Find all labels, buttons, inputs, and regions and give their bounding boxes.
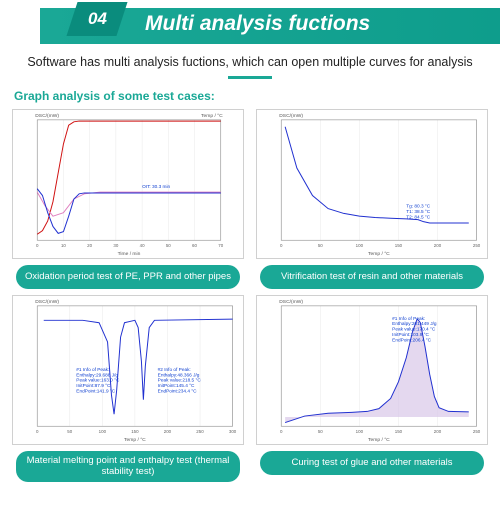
svg-text:EndPoint:234.4 °C: EndPoint:234.4 °C [158, 388, 197, 394]
svg-text:OIT: 30.3 min: OIT: 30.3 min [142, 184, 170, 190]
chart-cell-2: 0 50 100 150 200 250 DSC/(mW) Temp / °C Tg: 80.3… [256, 109, 488, 289]
svg-text:InitPoint:103.9 °C: InitPoint:103.9 °C [392, 332, 429, 338]
svg-text:150: 150 [395, 429, 403, 434]
svg-text:250: 250 [196, 429, 204, 434]
chart-curing: 0 50 100 150 200 250 DSC/(mW) Temp / °C #1 Info … [256, 295, 488, 445]
svg-text:Peak value:163.0 °C: Peak value:163.0 °C [76, 377, 120, 383]
section-subtitle: Software has multi analysis fuctions, wh… [16, 54, 484, 72]
svg-text:Peak value:218.5 °C: Peak value:218.5 °C [158, 377, 202, 383]
svg-text:Temp / °C: Temp / °C [124, 437, 146, 443]
chart-cell-4: 0 50 100 150 200 250 DSC/(mW) Temp / °C #1 Info … [256, 295, 488, 483]
chart-grid: 0 10 20 30 40 50 60 70 DSC/(mW) Temp / °C Time / m… [0, 109, 500, 483]
svg-text:150: 150 [131, 429, 139, 434]
svg-text:T2: 84.5 °C: T2: 84.5 °C [406, 214, 431, 220]
svg-text:InitPoint:87.9 °C: InitPoint:87.9 °C [76, 383, 111, 389]
svg-text:300: 300 [229, 429, 237, 434]
graph-section-label: Graph analysis of some test cases: [14, 89, 500, 103]
svg-text:50: 50 [318, 243, 323, 248]
svg-text:DSC/(mW): DSC/(mW) [279, 112, 303, 118]
chart-caption-2: Vitrification test of resin and other ma… [260, 265, 484, 289]
section-header: 04 Multi analysis fuctions [0, 8, 500, 44]
svg-text:0: 0 [280, 429, 283, 434]
svg-text:100: 100 [356, 429, 364, 434]
svg-text:Temp / °C: Temp / °C [201, 112, 223, 118]
divider [228, 76, 272, 79]
chart-cell-3: 0 50 100 150 200 250 300 DSC/(mW) Temp / °C #1 In… [12, 295, 244, 483]
svg-text:0: 0 [280, 243, 283, 248]
svg-text:#1 Info of Peak:: #1 Info of Peak: [392, 315, 425, 321]
svg-text:50: 50 [166, 243, 171, 248]
svg-text:EndPoint:141.9 °C: EndPoint:141.9 °C [76, 388, 115, 394]
svg-text:70: 70 [218, 243, 223, 248]
svg-text:T1: 38.5 °C: T1: 38.5 °C [406, 208, 431, 214]
svg-text:100: 100 [356, 243, 364, 248]
svg-text:100: 100 [99, 429, 107, 434]
chart-oxidation: 0 10 20 30 40 50 60 70 DSC/(mW) Temp / °C Time / m… [12, 109, 244, 259]
section-number: 04 [88, 9, 107, 29]
svg-text:DSC/(mW): DSC/(mW) [35, 112, 59, 118]
svg-text:0: 0 [36, 429, 39, 434]
svg-text:Time / min: Time / min [118, 251, 141, 257]
svg-text:0: 0 [36, 243, 39, 248]
svg-text:250: 250 [473, 243, 481, 248]
svg-text:200: 200 [164, 429, 172, 434]
svg-text:50: 50 [67, 429, 72, 434]
svg-text:Temp / °C: Temp / °C [368, 437, 390, 443]
svg-text:150: 150 [395, 243, 403, 248]
section-title: Multi analysis fuctions [145, 12, 370, 36]
svg-text:#2 Info of Peak:: #2 Info of Peak: [158, 366, 191, 372]
svg-text:Enthalpy:201.449 J/g: Enthalpy:201.449 J/g [392, 321, 437, 327]
svg-text:Enthalpy:48.366 J/g: Enthalpy:48.366 J/g [158, 372, 200, 378]
svg-text:30: 30 [113, 243, 118, 248]
chart-caption-4: Curing test of glue and other materials [260, 451, 484, 475]
svg-text:10: 10 [61, 243, 66, 248]
svg-text:250: 250 [473, 429, 481, 434]
svg-text:Peak value:170.4 °C: Peak value:170.4 °C [392, 326, 436, 332]
svg-text:200: 200 [434, 243, 442, 248]
chart-vitrification: 0 50 100 150 200 250 DSC/(mW) Temp / °C Tg: 80.3… [256, 109, 488, 259]
svg-text:Temp / °C: Temp / °C [368, 251, 390, 257]
section-number-box: 04 [66, 2, 127, 36]
svg-text:DSC/(mW): DSC/(mW) [35, 298, 59, 304]
svg-text:DSC/(mW): DSC/(mW) [279, 298, 303, 304]
chart-melting: 0 50 100 150 200 250 300 DSC/(mW) Temp / °C #1 In… [12, 295, 244, 445]
svg-text:InitPoint:145.4 °C: InitPoint:145.4 °C [158, 383, 195, 389]
chart-cell-1: 0 10 20 30 40 50 60 70 DSC/(mW) Temp / °C Time / m… [12, 109, 244, 289]
chart-caption-1: Oxidation period test of PE, PPR and oth… [16, 265, 240, 289]
svg-text:40: 40 [140, 243, 145, 248]
svg-text:20: 20 [87, 243, 92, 248]
svg-text:EndPoint:206.4 °C: EndPoint:206.4 °C [392, 337, 431, 343]
svg-text:#1 Info of Peak:: #1 Info of Peak: [76, 366, 109, 372]
svg-text:60: 60 [192, 243, 197, 248]
chart-caption-3: Material melting point and enthalpy test… [16, 451, 240, 483]
svg-text:200: 200 [434, 429, 442, 434]
svg-text:Enthalpy:29.688 J/g: Enthalpy:29.688 J/g [76, 372, 118, 378]
svg-text:Tg: 80.3 °C: Tg: 80.3 °C [406, 203, 431, 209]
svg-text:50: 50 [318, 429, 323, 434]
